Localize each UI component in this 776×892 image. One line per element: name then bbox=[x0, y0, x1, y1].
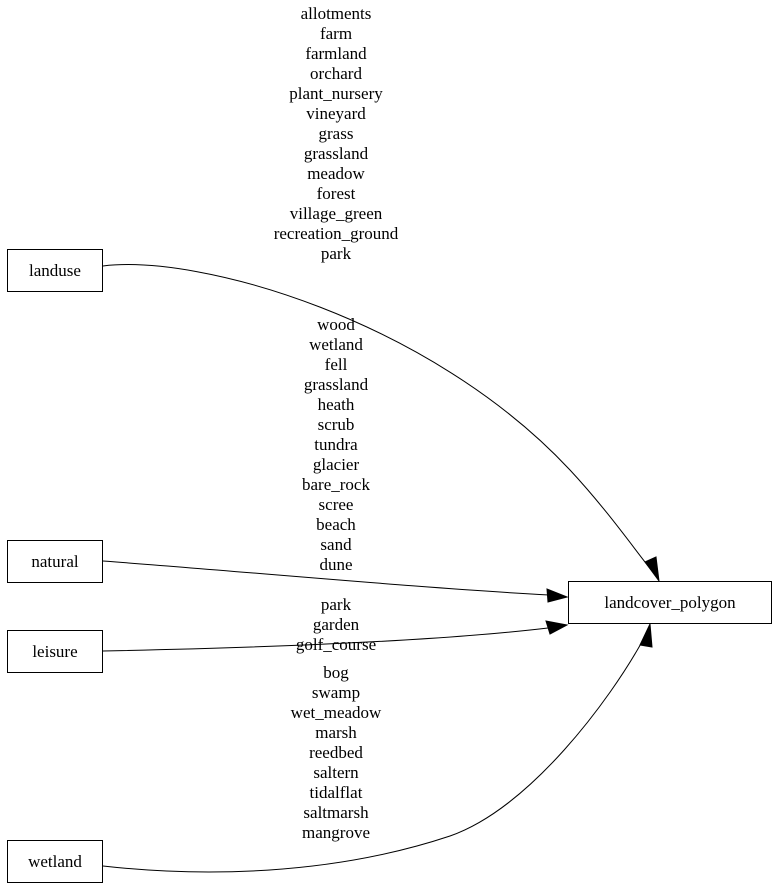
edge-label-value: heath bbox=[317, 395, 355, 414]
label-group-natural-tags: wood wetland fell grassland heath scrub tundra… bbox=[302, 315, 370, 575]
node-natural[interactable]: natural bbox=[7, 540, 103, 583]
edge-leisure-to-landcover_polygon bbox=[102, 627, 549, 652]
edge-label-value: vineyard bbox=[306, 104, 366, 123]
edge-label-value: farm bbox=[319, 24, 353, 43]
edge-label-value: saltmarsh bbox=[303, 803, 369, 822]
label-group-leisure-tags: park garden golf_course bbox=[296, 595, 376, 655]
label-group-wetland-tags: bog swamp wet_meadow marsh reedbed saltern tid… bbox=[291, 663, 382, 843]
edge-label-value: bog bbox=[323, 663, 349, 682]
edge-label-value: grass bbox=[318, 124, 354, 143]
label-group-landuse-tags: allotments farm farmland orchard plant_nurse… bbox=[274, 4, 399, 264]
edge-label-value: swamp bbox=[311, 683, 361, 702]
edge-label-value: golf_course bbox=[295, 635, 377, 654]
edge-label-value: grassland bbox=[303, 375, 369, 394]
edge-label-value: scree bbox=[318, 495, 354, 514]
edge-label-value: wetland bbox=[309, 335, 363, 354]
edge-label-value: grassland bbox=[303, 144, 369, 163]
edge-landuse-to-landcover_polygon bbox=[102, 264, 654, 573]
edge-label-value: beach bbox=[316, 515, 356, 534]
edge-wetland-to-landcover_polygon bbox=[102, 639, 644, 873]
edge-label-value: reedbed bbox=[309, 743, 363, 762]
node-landcover-polygon[interactable]: landcover_polygon bbox=[568, 581, 772, 624]
edge-label-value: sand bbox=[320, 535, 352, 554]
edge-label-value: glacier bbox=[312, 455, 360, 474]
arrowhead-wetland bbox=[639, 622, 653, 648]
edge-label-value: farmland bbox=[305, 44, 367, 63]
edge-label-value: plant_nursery bbox=[289, 84, 383, 103]
edge-label-value: dune bbox=[319, 555, 353, 574]
edge-label-value: wet_meadow bbox=[290, 703, 382, 722]
edge-label-value: tidalflat bbox=[309, 783, 363, 802]
edge-label-value: scrub bbox=[317, 415, 355, 434]
edge-label-value: recreation_ground bbox=[273, 224, 399, 243]
edge-label-value: garden bbox=[312, 615, 360, 634]
edge-label-value: park bbox=[320, 244, 352, 263]
edge-label-value: bare_rock bbox=[302, 475, 370, 494]
node-leisure[interactable]: leisure bbox=[7, 630, 103, 673]
edge-label-value: village_green bbox=[289, 204, 383, 223]
edge-label-value: park bbox=[320, 595, 352, 614]
node-natural-label: natural bbox=[31, 552, 79, 571]
edge-label-value: saltern bbox=[313, 763, 359, 782]
edge-label-value: orchard bbox=[310, 64, 362, 83]
edge-label-value: marsh bbox=[315, 723, 357, 742]
edge-label-value: tundra bbox=[314, 435, 358, 454]
node-wetland[interactable]: wetland bbox=[7, 840, 103, 883]
node-landcover-polygon-label: landcover_polygon bbox=[604, 593, 736, 612]
node-wetland-label: wetland bbox=[28, 852, 82, 871]
edge-label-value: forest bbox=[316, 184, 356, 203]
arrowhead-leisure bbox=[545, 620, 569, 635]
node-landuse-label: landuse bbox=[29, 261, 81, 280]
arrowhead-landuse bbox=[644, 556, 660, 583]
node-landuse[interactable]: landuse bbox=[7, 249, 103, 292]
arrowhead-natural bbox=[546, 588, 569, 603]
edge-label-value: allotments bbox=[300, 4, 372, 23]
edge-label-value: wood bbox=[317, 315, 355, 334]
node-leisure-label: leisure bbox=[32, 642, 78, 661]
edge-paths bbox=[102, 264, 660, 873]
edge-natural-to-landcover_polygon bbox=[102, 560, 550, 596]
edge-label-value: mangrove bbox=[302, 823, 370, 842]
edge-label-value: fell bbox=[324, 355, 348, 374]
edge-label-value: meadow bbox=[307, 164, 365, 183]
